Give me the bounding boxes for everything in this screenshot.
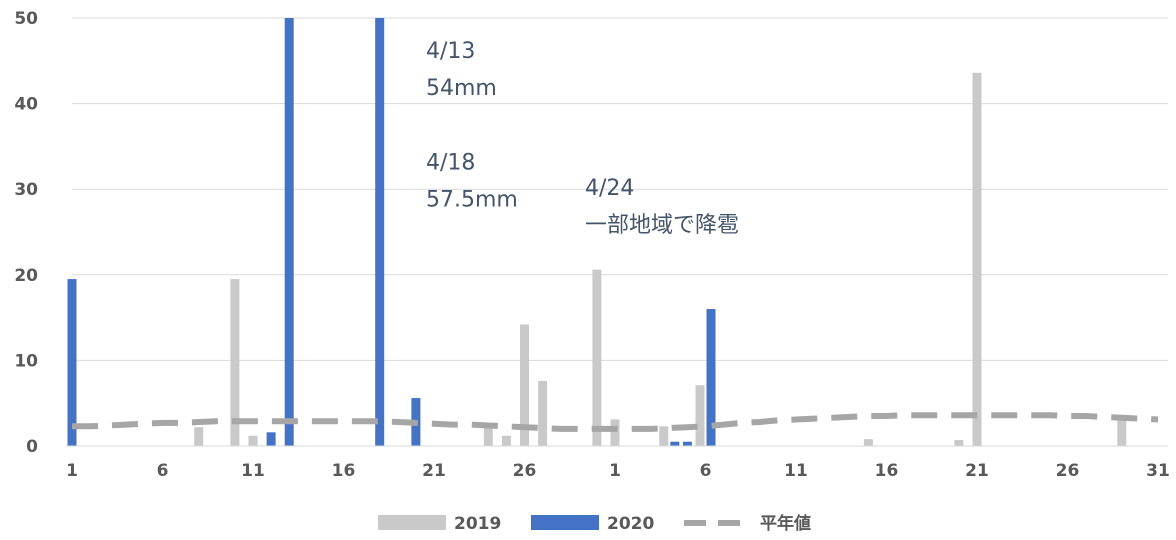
- bar-2019-5/29: [1117, 416, 1127, 446]
- bar-2020-5/5: [682, 441, 692, 446]
- y-tick-label: 50: [14, 9, 38, 29]
- normal-line: [72, 412, 1159, 432]
- x-tick-label: 16: [332, 461, 356, 481]
- y-tick-label: 10: [14, 351, 38, 371]
- x-tick-label: 26: [1056, 461, 1080, 481]
- bar-2019-4/8: [194, 427, 204, 446]
- annotation-1: 4/13 54mm: [426, 39, 497, 101]
- y-tick-label: 0: [26, 437, 38, 457]
- bar-2019-5/1: [610, 419, 620, 446]
- bar-2019-4/11: [248, 435, 258, 446]
- bar-2019-5/15: [863, 439, 873, 446]
- x-tick-label: 1: [66, 461, 78, 481]
- x-tick-label: 31: [1146, 461, 1170, 481]
- normal-line-layer: [72, 412, 1159, 432]
- bar-2019-4/24: [483, 424, 493, 446]
- bar-2020-4/12: [266, 432, 276, 446]
- bar-2020-4/13: [284, 18, 294, 446]
- bar-2019-4/30: [592, 269, 602, 446]
- x-tick-label: 26: [513, 461, 537, 481]
- legend-swatch-2020: [531, 515, 599, 530]
- bar-2019-5/21: [972, 72, 982, 446]
- x-tick-label: 1: [609, 461, 621, 481]
- bar-2019-5/4: [659, 426, 669, 446]
- x-tick-label: 6: [700, 461, 712, 481]
- x-tick-label: 21: [965, 461, 989, 481]
- bar-2019-5/6: [695, 385, 705, 446]
- bar-2019-4/26: [520, 324, 529, 446]
- legend-label: 2019: [454, 514, 501, 534]
- bar-2019-4/25: [501, 435, 511, 446]
- legend: 2019 2020 平年値: [378, 513, 811, 534]
- x-tick-label: 11: [784, 461, 808, 481]
- x-tick-label: 16: [875, 461, 899, 481]
- annotation-3: 4/24 一部地域で降雹: [585, 176, 739, 238]
- bar-2019-4/10: [230, 279, 240, 446]
- legend-swatch-2019: [378, 515, 446, 530]
- bar-2019-5/20: [954, 440, 964, 446]
- annotations: 4/13 54mm 4/18 57.5mm 4/24 一部地域で降雹: [426, 39, 739, 238]
- x-tick-label: 21: [422, 461, 446, 481]
- x-tick-label: 6: [157, 461, 169, 481]
- bar-2020-4/18: [375, 18, 385, 446]
- bar-2020-5/6: [706, 309, 716, 446]
- bar-2020-4/1: [67, 279, 77, 446]
- x-tick-label: 11: [241, 461, 265, 481]
- legend-label: 2020: [607, 514, 654, 534]
- legend-label: 平年値: [760, 513, 811, 534]
- annotation-2: 4/18 57.5mm: [426, 151, 518, 213]
- bar-2020-5/4: [670, 441, 680, 446]
- y-tick-label: 30: [14, 180, 38, 200]
- y-tick-label: 40: [14, 95, 38, 115]
- y-tick-label: 20: [14, 266, 38, 286]
- bar-2019-4/27: [538, 380, 548, 446]
